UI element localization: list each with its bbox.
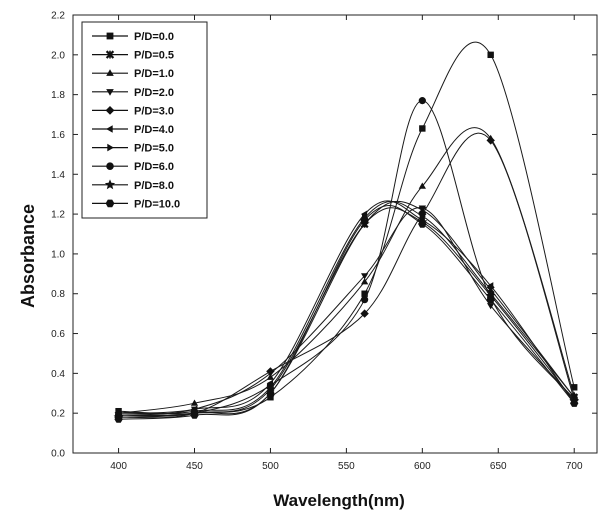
series-1 <box>114 200 579 420</box>
legend-label: P/D=6.0 <box>134 161 174 173</box>
data-point <box>570 399 579 407</box>
data-point <box>418 97 426 105</box>
plot-area <box>113 41 580 423</box>
series-line <box>118 200 575 416</box>
data-point <box>418 182 426 189</box>
data-point <box>361 296 369 304</box>
plot-frame <box>72 14 598 454</box>
y-tick-label: 1.4 <box>51 170 65 181</box>
legend-label: P/D=1.0 <box>134 68 174 80</box>
x-tick-label: 700 <box>566 461 583 472</box>
legend-marker <box>105 106 115 115</box>
data-point <box>361 290 368 297</box>
legend-marker <box>104 179 116 190</box>
legend-label: P/D=4.0 <box>134 124 174 136</box>
y-tick-label: 1.6 <box>51 130 65 141</box>
y-tick-label: 2.0 <box>51 50 65 61</box>
data-point <box>360 309 369 318</box>
data-point <box>361 273 369 280</box>
data-point <box>419 125 426 132</box>
x-tick-label: 400 <box>110 461 127 472</box>
y-tick-label: 1.0 <box>51 249 65 260</box>
legend-label: P/D=0.5 <box>134 50 174 62</box>
data-point <box>360 216 369 224</box>
series-line <box>118 200 575 414</box>
data-point <box>487 303 495 310</box>
legend-label: P/D=2.0 <box>134 87 174 99</box>
data-point <box>360 210 368 218</box>
legend-label: P/D=5.0 <box>134 143 174 155</box>
data-point <box>418 220 427 228</box>
series-9 <box>114 204 579 423</box>
legend-label: P/D=8.0 <box>134 180 174 192</box>
y-tick-label: 0.8 <box>51 289 65 300</box>
x-tick-label: 550 <box>338 461 355 472</box>
data-point <box>487 282 494 290</box>
data-point <box>571 384 578 391</box>
legend-marker <box>106 69 114 76</box>
legend-marker <box>106 89 114 96</box>
y-tick-label: 2.2 <box>51 11 65 22</box>
legend-label: P/D=3.0 <box>134 105 174 117</box>
y-tick-label: 0.2 <box>51 409 65 420</box>
data-point <box>419 212 426 220</box>
legend-marker <box>106 162 114 170</box>
legend-marker <box>106 125 113 133</box>
y-tick-label: 0.4 <box>51 369 65 380</box>
legend-label: P/D=10.0 <box>134 198 180 210</box>
data-point <box>487 51 494 59</box>
x-tick-label: 500 <box>262 461 279 472</box>
data-point <box>361 278 369 285</box>
legend: P/D=0.0 P/D=0.5 P/D=1.0 P/D=2.0 P/D=3.0 P/D=4… <box>81 21 208 219</box>
series-line <box>118 200 575 415</box>
data-point <box>418 205 426 212</box>
x-tick-label: 650 <box>490 461 507 472</box>
y-tick-label: 0.6 <box>51 329 65 340</box>
axes: 0.0 0.2 0.4 0.6 0.8 1.0 1.2 1.4 1.6 1.8 2.0 2.2 400 4… <box>51 11 598 472</box>
data-point <box>190 399 199 406</box>
data-point <box>190 411 199 419</box>
data-point <box>266 389 275 397</box>
data-point <box>114 415 123 423</box>
legend-marker <box>105 199 115 208</box>
legend-marker <box>107 143 114 152</box>
x-tick-label: 600 <box>414 461 431 472</box>
data-point <box>266 367 275 376</box>
x-tick-label: 450 <box>186 461 203 472</box>
legend-label: P/D=0.0 <box>134 31 174 43</box>
y-tick-label: 0.0 <box>51 449 65 460</box>
y-tick-label: 1.2 <box>51 210 65 221</box>
series-5 <box>114 200 577 417</box>
y-axis-title: Absorbance <box>18 204 38 308</box>
series-8 <box>113 207 580 422</box>
data-point <box>267 394 274 401</box>
data-point <box>486 136 495 145</box>
series-line <box>118 41 575 415</box>
y-tick-label: 1.8 <box>51 90 65 101</box>
legend-marker <box>105 50 115 59</box>
x-axis-title: Wavelength(nm) <box>273 491 405 510</box>
data-point <box>486 296 495 304</box>
legend-marker <box>106 32 114 40</box>
